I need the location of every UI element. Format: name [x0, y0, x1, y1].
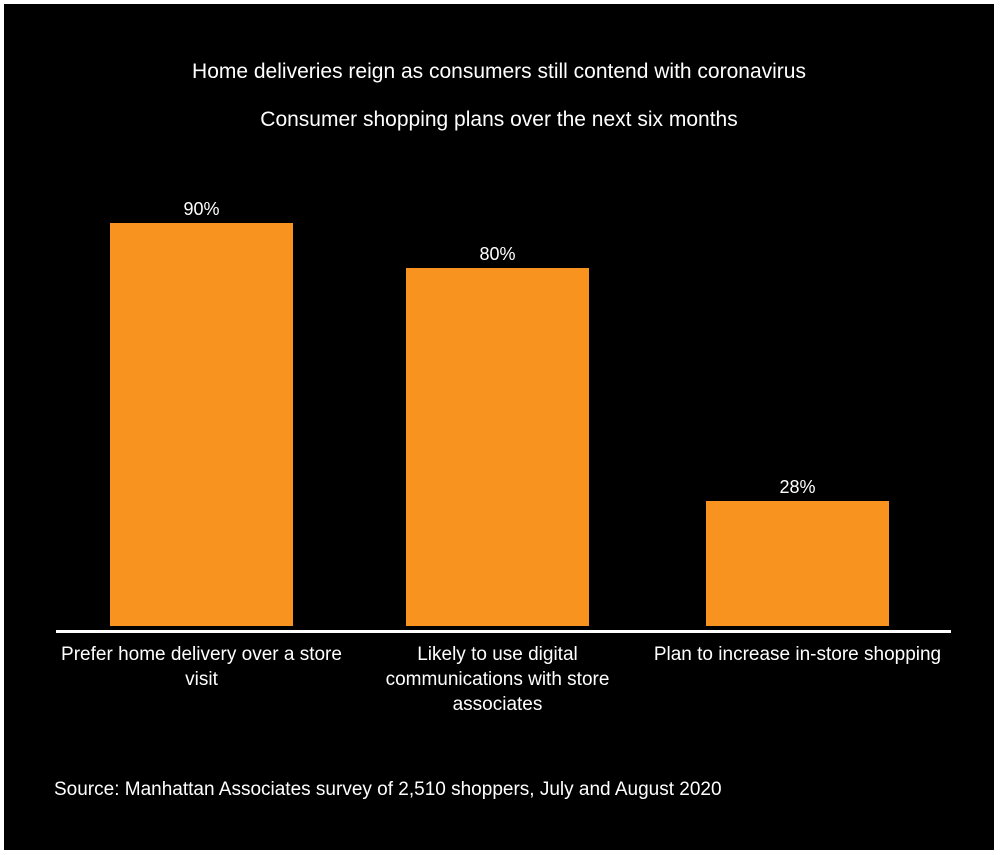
category-label-1: Prefer home delivery over a store visit	[61, 644, 342, 690]
value-label-3: 28%	[779, 477, 816, 497]
chart-panel: Home deliveries reign as consumers still…	[4, 4, 994, 850]
bar-3	[706, 501, 889, 626]
x-axis-line	[56, 630, 951, 633]
chart-title: Home deliveries reign as consumers still…	[192, 60, 806, 83]
category-label-2: Likely to use digital communications wit…	[385, 644, 610, 715]
bar-1	[110, 223, 293, 626]
value-label-1: 90%	[183, 199, 220, 219]
bar-2	[406, 268, 589, 626]
source-note: Source: Manhattan Associates survey of 2…	[54, 779, 722, 800]
category-label-3: Plan to increase in-store shopping	[653, 644, 942, 665]
chart-subtitle: Consumer shopping plans over the next si…	[260, 108, 738, 131]
value-label-2: 80%	[479, 244, 516, 264]
